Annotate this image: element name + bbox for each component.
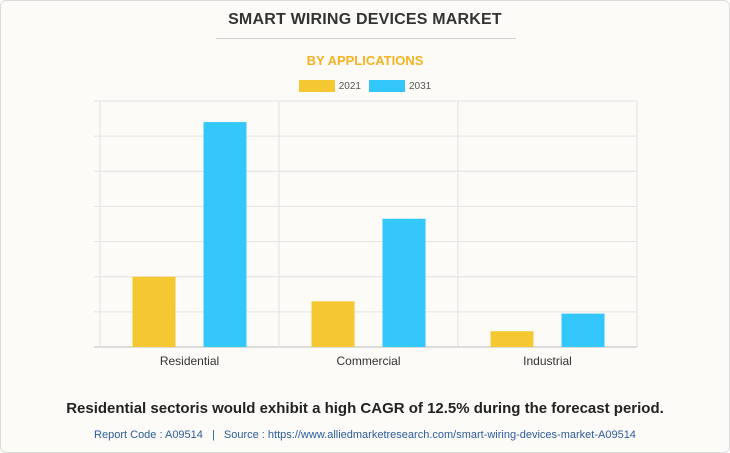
title-divider	[216, 38, 516, 39]
chart-footer: Report Code : A09514 | Source : https://…	[1, 429, 729, 441]
footer-separator: |	[211, 429, 215, 441]
bar-residential-2031	[203, 122, 247, 347]
x-tick-label-residential: Residential	[160, 354, 219, 368]
report-code: Report Code : A09514	[94, 429, 203, 441]
bar-industrial-2031	[561, 313, 605, 347]
bar-residential-2021	[132, 276, 176, 347]
chart-summary: Residential sectoris would exhibit a hig…	[66, 400, 664, 417]
bar-commercial-2031	[382, 218, 426, 347]
legend-swatch-2031	[369, 80, 405, 92]
chart-subtitle: BY APPLICATIONS	[306, 53, 424, 68]
bar-chart: Residential Commercial Industrial	[94, 100, 638, 368]
legend-swatch-2021	[298, 80, 335, 92]
x-tick-label-commercial: Commercial	[336, 354, 400, 368]
chart-legend: 2021 2031	[1, 80, 729, 92]
x-tick-label-industrial: Industrial	[523, 354, 572, 368]
legend-item-2021: 2021	[298, 80, 361, 92]
source-link[interactable]: Source : https://www.alliedmarketresearc…	[223, 429, 636, 441]
legend-item-2031: 2031	[369, 80, 431, 92]
legend-label-2021: 2021	[338, 80, 361, 92]
bar-industrial-2021	[490, 331, 534, 347]
bar-commercial-2021	[311, 301, 355, 347]
legend-label-2031: 2031	[409, 80, 432, 92]
chart-title: SMART WIRING DEVICES MARKET	[228, 11, 502, 28]
